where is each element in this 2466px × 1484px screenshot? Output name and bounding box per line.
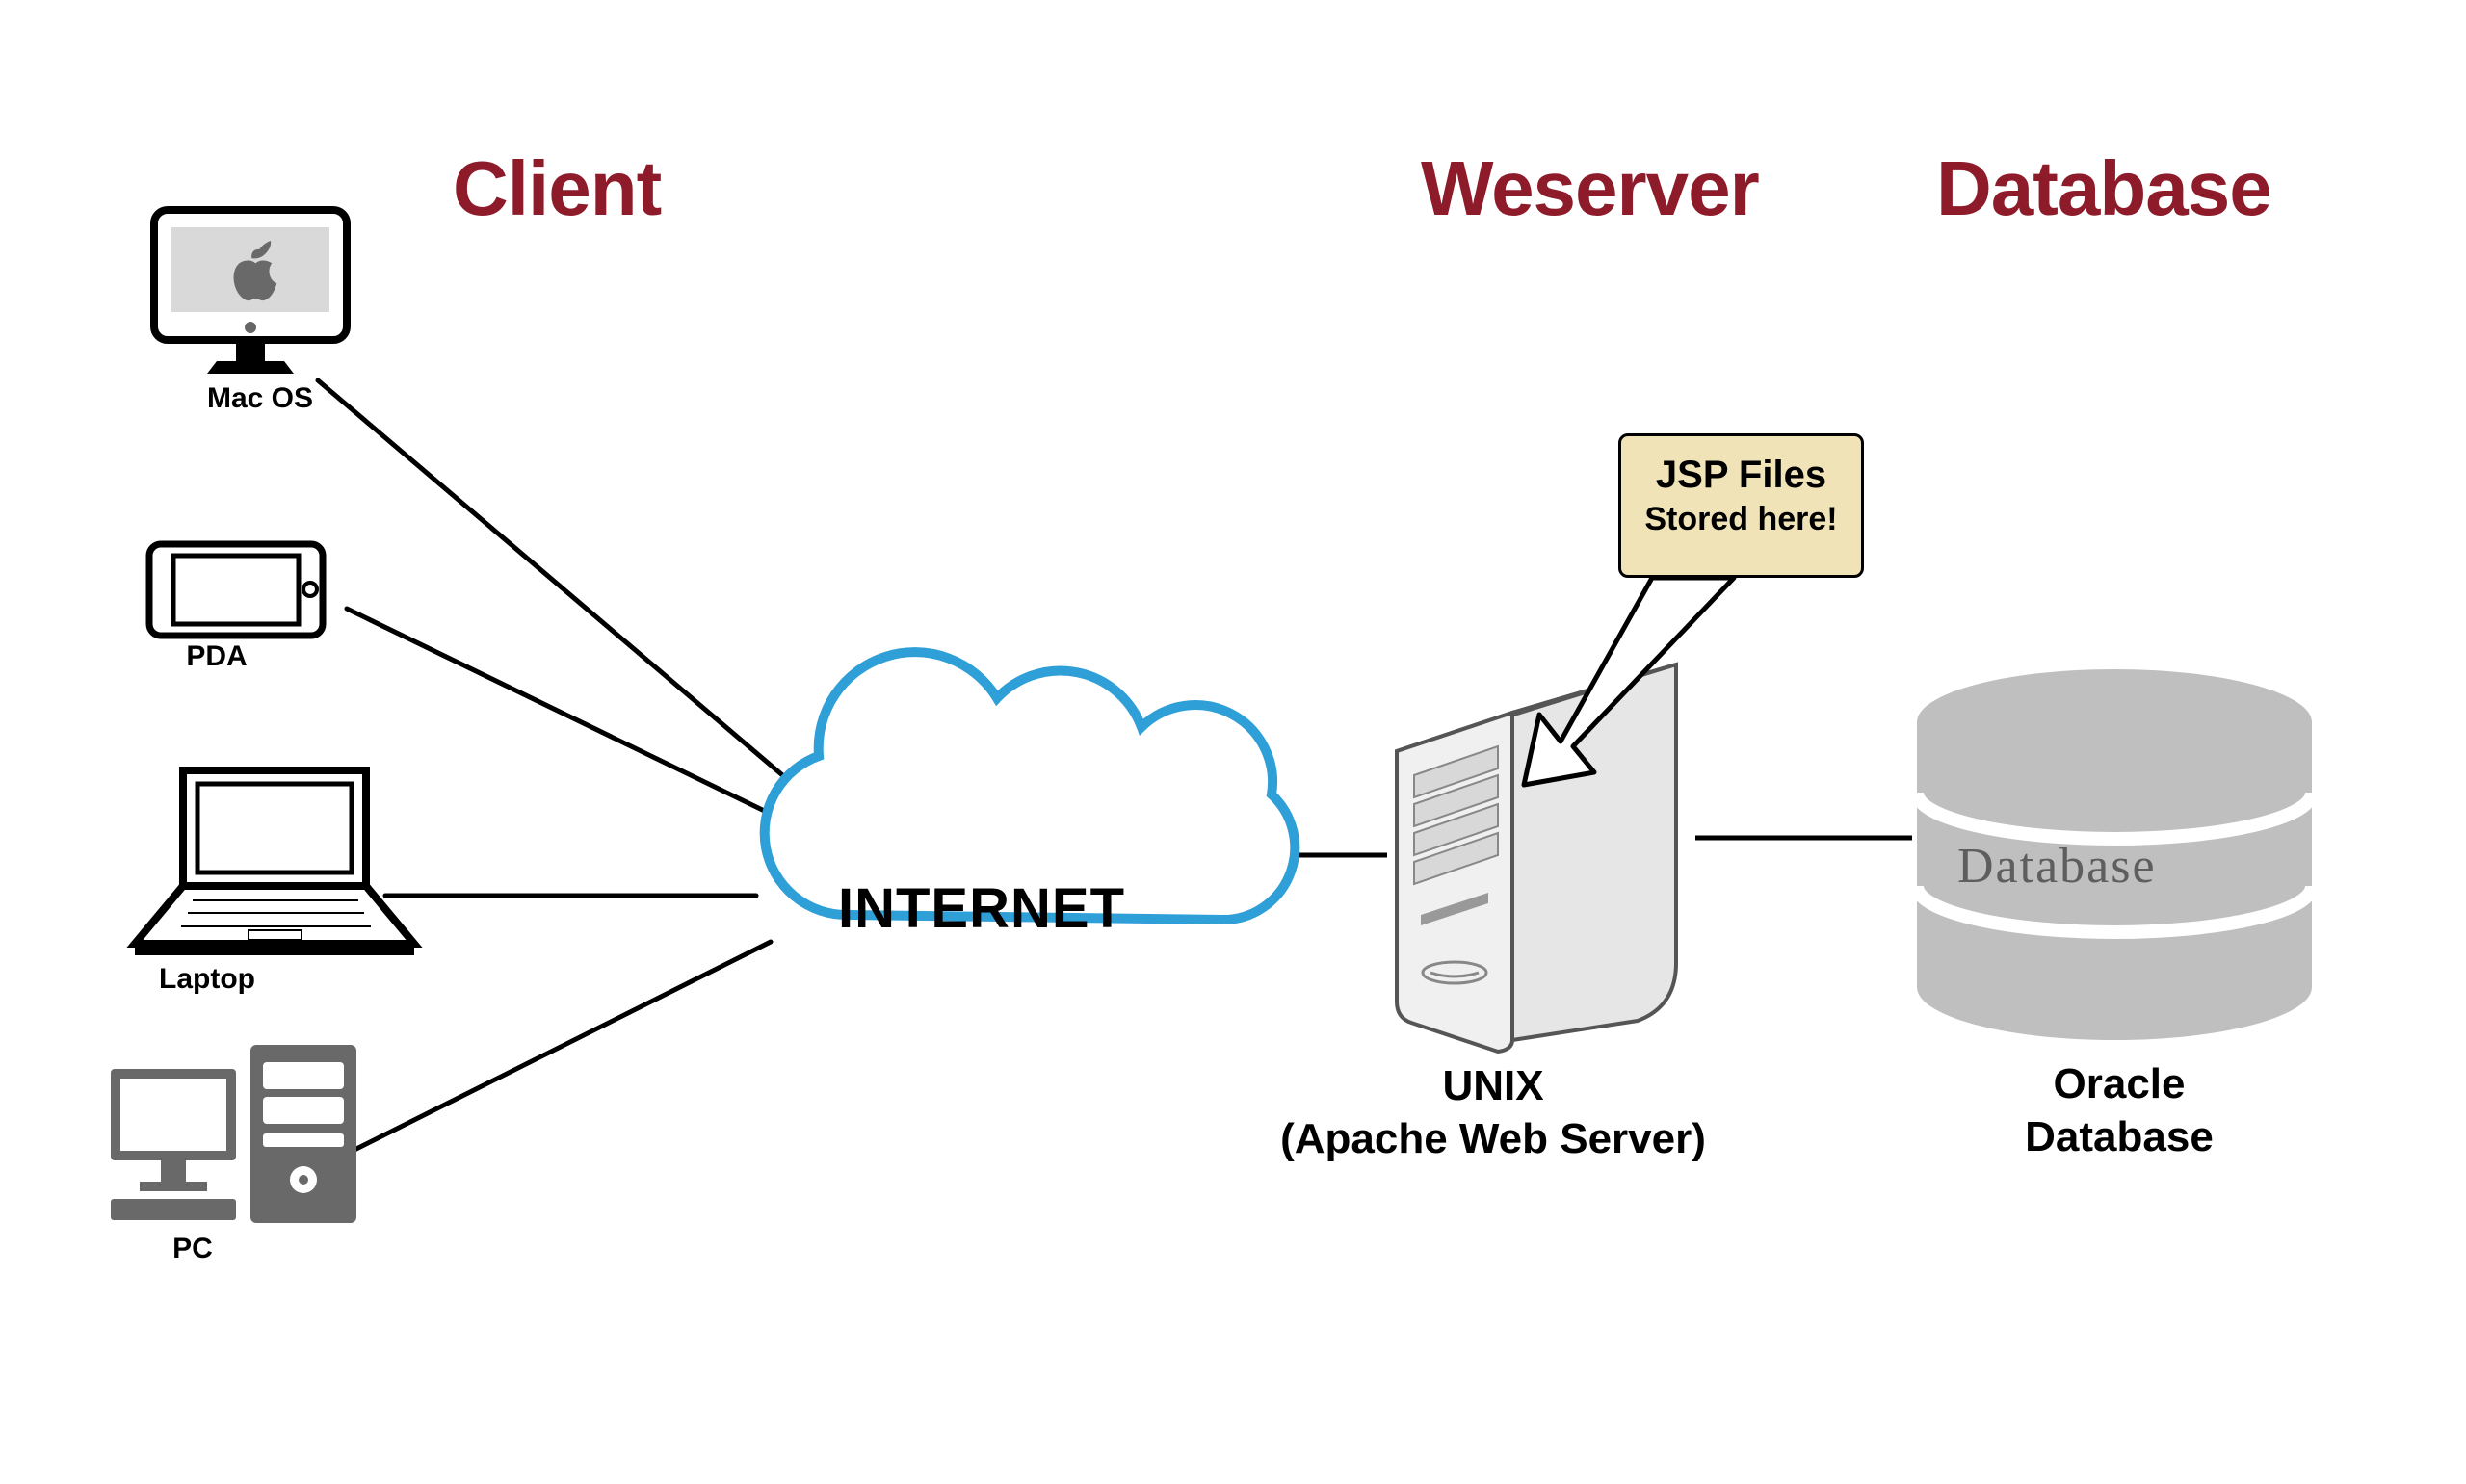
diagram-stage: Client Weserver Database Mac OS PDA Lapt…: [0, 0, 2466, 1484]
client-edges: [318, 380, 800, 1154]
database-label-line2: Database: [2025, 1113, 2214, 1160]
label-mac: Mac OS: [188, 382, 332, 415]
jsp-callout: JSP Files Stored here!: [1618, 433, 1864, 578]
edge-mac-cloud: [318, 380, 800, 790]
pc-icon: [111, 1045, 356, 1223]
callout-line2: Stored here!: [1621, 501, 1861, 538]
header-database: Database: [1936, 144, 2271, 233]
cloud-label: INTERNET: [838, 876, 1125, 941]
mac-icon: [154, 210, 347, 374]
database-label: Oracle Database: [1927, 1057, 2312, 1163]
pda-icon: [149, 544, 323, 636]
label-laptop: Laptop: [135, 963, 279, 996]
label-pc: PC: [154, 1233, 231, 1265]
server-label-line2: (Apache Web Server): [1280, 1115, 1706, 1162]
edge-pda-cloud: [347, 609, 780, 819]
callout-arrow: [1524, 578, 1734, 785]
server-label: UNIX (Apache Web Server): [1252, 1059, 1734, 1165]
header-client: Client: [453, 144, 661, 233]
database-inner-label: Database: [1957, 838, 2157, 895]
edge-pc-cloud: [347, 942, 771, 1154]
server-icon: [1397, 664, 1676, 1052]
header-webserver: Weserver: [1421, 144, 1759, 233]
laptop-icon: [135, 770, 414, 955]
server-label-line1: UNIX: [1442, 1062, 1543, 1109]
database-label-line1: Oracle: [2054, 1060, 2186, 1107]
label-pda: PDA: [159, 640, 275, 673]
callout-line1: JSP Files: [1621, 454, 1861, 497]
